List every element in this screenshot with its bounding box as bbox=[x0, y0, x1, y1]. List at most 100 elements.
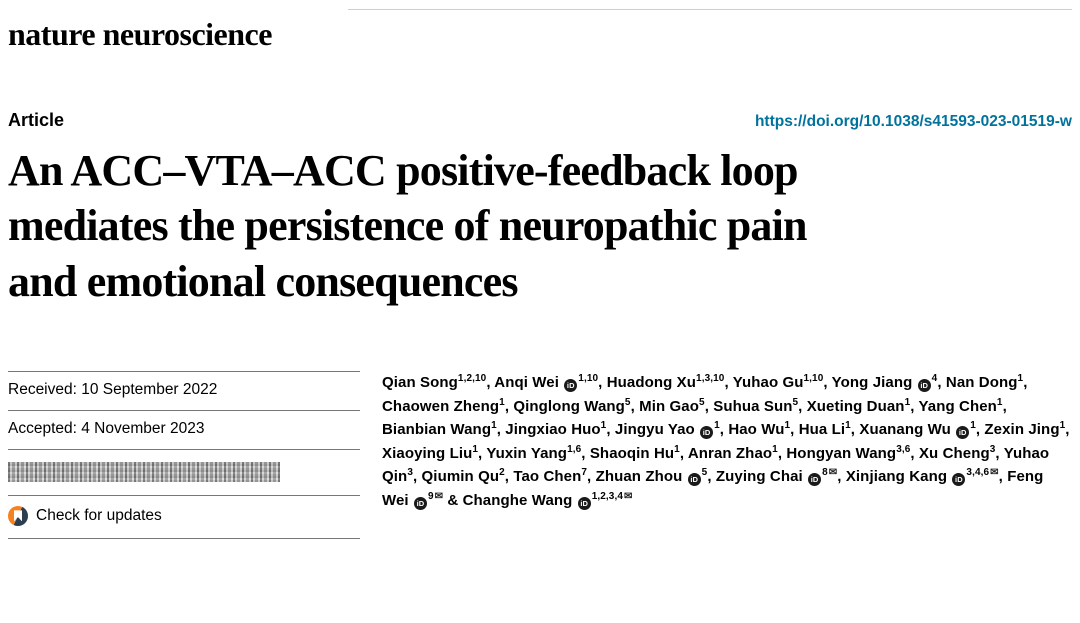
received-date: Received: 10 September 2022 bbox=[8, 381, 218, 399]
redacted-published-date bbox=[8, 462, 280, 483]
article-title-line-3: and emotional consequences bbox=[8, 256, 518, 306]
check-for-updates-button[interactable]: Check for updates bbox=[8, 495, 360, 540]
article-header-row: Article https://doi.org/10.1038/s41593-0… bbox=[8, 110, 1072, 131]
author: Zexin Jing1 bbox=[984, 420, 1066, 439]
author-affiliation-superscript: 1,6 bbox=[567, 443, 582, 455]
check-for-updates-label: Check for updates bbox=[36, 507, 162, 525]
article-history: Received: 10 September 2022 Accepted: 4 … bbox=[8, 371, 360, 540]
published-date-row bbox=[8, 449, 360, 495]
author: Xueting Duan1 bbox=[806, 396, 911, 415]
author: Yuhao Gu1,10 bbox=[732, 373, 824, 392]
journal-logo: nature neuroscience bbox=[8, 16, 272, 52]
author: Xinjiang Kang iD3,4,6✉ bbox=[845, 467, 999, 487]
author-affiliation-superscript: 1 bbox=[1059, 420, 1066, 432]
orcid-icon[interactable]: iD bbox=[700, 426, 714, 440]
orcid-icon[interactable]: iD bbox=[577, 496, 591, 510]
author: Jingxiao Huo1 bbox=[505, 420, 607, 439]
author-affiliation-superscript: 5 bbox=[699, 396, 705, 408]
author-affiliation-superscript: 3,4,6 bbox=[966, 467, 990, 479]
author: Hua Li1 bbox=[798, 420, 851, 439]
author-affiliation-superscript: 1 bbox=[904, 396, 911, 408]
accepted-date: Accepted: 4 November 2023 bbox=[8, 420, 205, 438]
author: Anqi Wei iD1,10 bbox=[494, 373, 599, 393]
email-icon[interactable]: ✉ bbox=[434, 490, 444, 502]
email-icon[interactable]: ✉ bbox=[828, 467, 838, 479]
email-icon[interactable]: ✉ bbox=[990, 467, 999, 479]
author: Qiumin Qu2 bbox=[421, 467, 505, 486]
author-affiliation-superscript: 8 bbox=[822, 467, 828, 479]
author: Anran Zhao1 bbox=[687, 443, 778, 462]
author-affiliation-superscript: 5 bbox=[792, 396, 799, 408]
author: Hongyan Wang3,6 bbox=[786, 443, 911, 462]
author: Feng Wei iD9✉ bbox=[382, 468, 1044, 510]
author-affiliation-superscript: 9 bbox=[427, 490, 434, 502]
masthead: nature neuroscience bbox=[8, 0, 1072, 62]
author: Shaoqin Hu1 bbox=[589, 443, 680, 462]
author: Changhe Wang iD1,2,3,4✉ bbox=[462, 490, 633, 510]
author-affiliation-superscript: 1,10 bbox=[578, 373, 599, 385]
author-affiliation-superscript: 1 bbox=[472, 443, 479, 455]
author-affiliation-superscript: 5 bbox=[624, 396, 631, 408]
top-rule bbox=[348, 9, 1072, 10]
article-title: An ACC–VTA–ACC positive-feedback loop me… bbox=[8, 143, 1072, 309]
author: Suhua Sun5 bbox=[713, 396, 799, 415]
author-affiliation-superscript: 1 bbox=[600, 420, 607, 432]
author: Xu Cheng3 bbox=[918, 443, 996, 462]
author: Bianbian Wang1 bbox=[382, 420, 497, 439]
author-affiliation-superscript: 3,6 bbox=[896, 443, 911, 455]
orcid-icon[interactable]: iD bbox=[956, 426, 970, 440]
author-affiliation-superscript: 1 bbox=[970, 420, 976, 432]
author-affiliation-superscript: 1 bbox=[714, 420, 720, 432]
orcid-icon[interactable]: iD bbox=[413, 496, 427, 510]
author-affiliation-superscript: 1 bbox=[784, 420, 791, 432]
author: Yong Jiang iD4 bbox=[831, 373, 938, 393]
article-title-line-2: mediates the persistence of neuropathic … bbox=[8, 201, 808, 251]
article-title-line-1: An ACC–VTA–ACC positive-feedback loop bbox=[8, 146, 799, 195]
author-affiliation-superscript: 1 bbox=[674, 443, 680, 455]
crossmark-icon bbox=[8, 506, 28, 527]
author: Zhuan Zhou iD5 bbox=[595, 467, 708, 487]
author: Xuanang Wu iD1 bbox=[859, 420, 976, 440]
doi-link[interactable]: https://doi.org/10.1038/s41593-023-01519… bbox=[754, 113, 1072, 130]
author: Hao Wu1 bbox=[728, 420, 791, 439]
author-affiliation-superscript: 1 bbox=[845, 420, 851, 432]
author-affiliation-superscript: 7 bbox=[581, 467, 588, 479]
orcid-icon[interactable]: iD bbox=[952, 473, 966, 487]
author: Jingyu Yao iD1 bbox=[614, 420, 720, 440]
received-date-row: Received: 10 September 2022 bbox=[8, 371, 360, 410]
email-icon[interactable]: ✉ bbox=[623, 490, 633, 502]
orcid-icon[interactable]: iD bbox=[564, 379, 578, 393]
author-affiliation-superscript: 1 bbox=[499, 396, 505, 408]
author-affiliation-superscript: 2 bbox=[499, 467, 505, 479]
author: Min Gao5 bbox=[639, 396, 705, 415]
author-affiliation-superscript: 1 bbox=[1017, 373, 1024, 385]
author: Tao Chen7 bbox=[513, 467, 588, 486]
author-affiliation-superscript: 4 bbox=[931, 373, 938, 385]
author: Yang Chen1 bbox=[918, 396, 1003, 415]
author: Zuying Chai iD8✉ bbox=[715, 467, 838, 487]
author-affiliation-superscript: 1 bbox=[772, 443, 778, 455]
author: Xiaoying Liu1 bbox=[382, 443, 479, 462]
author-affiliation-superscript: 1 bbox=[996, 396, 1003, 408]
meta-section: Received: 10 September 2022 Accepted: 4 … bbox=[8, 371, 1072, 540]
author-affiliation-superscript: 5 bbox=[701, 467, 708, 479]
author: Huadong Xu1,3,10 bbox=[606, 373, 725, 392]
author-affiliation-superscript: 1,2,10 bbox=[457, 373, 487, 385]
orcid-icon[interactable]: iD bbox=[808, 473, 822, 487]
author: Qian Song1,2,10 bbox=[382, 373, 487, 392]
author: Yuhao Qin3 bbox=[382, 444, 1050, 486]
orcid-icon[interactable]: iD bbox=[917, 379, 931, 393]
author-affiliation-superscript: 1,10 bbox=[803, 373, 824, 385]
author: Yuxin Yang1,6 bbox=[486, 443, 582, 462]
author-list: Qian Song1,2,10, Anqi Wei iD1,10, Huadon… bbox=[382, 373, 1070, 510]
author-affiliation-superscript: 1,3,10 bbox=[696, 373, 725, 385]
author-affiliation-superscript: 1 bbox=[491, 420, 497, 432]
author-affiliation-superscript: 1,2,3,4 bbox=[591, 490, 623, 502]
author-affiliation-superscript: 3 bbox=[989, 443, 996, 455]
author: Chaowen Zheng1 bbox=[382, 396, 505, 415]
author: Qinglong Wang5 bbox=[513, 396, 631, 415]
orcid-icon[interactable]: iD bbox=[687, 473, 701, 487]
accepted-date-row: Accepted: 4 November 2023 bbox=[8, 410, 360, 449]
author-affiliation-superscript: 3 bbox=[407, 467, 413, 479]
